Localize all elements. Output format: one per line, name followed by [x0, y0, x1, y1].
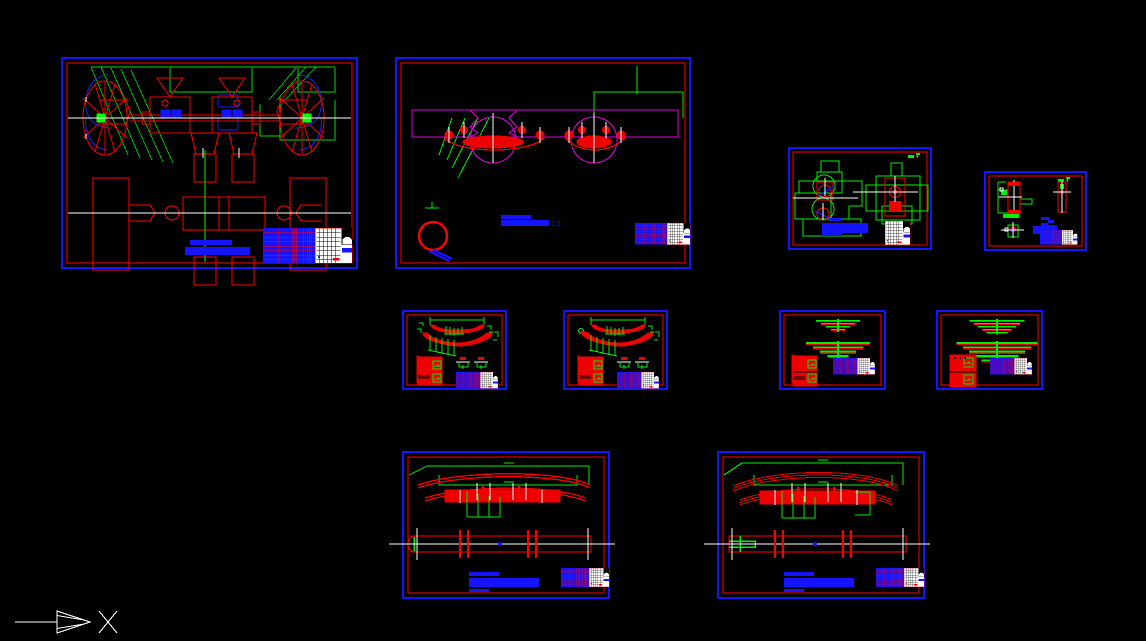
svg-text:1:2: 1:2 [551, 221, 561, 228]
